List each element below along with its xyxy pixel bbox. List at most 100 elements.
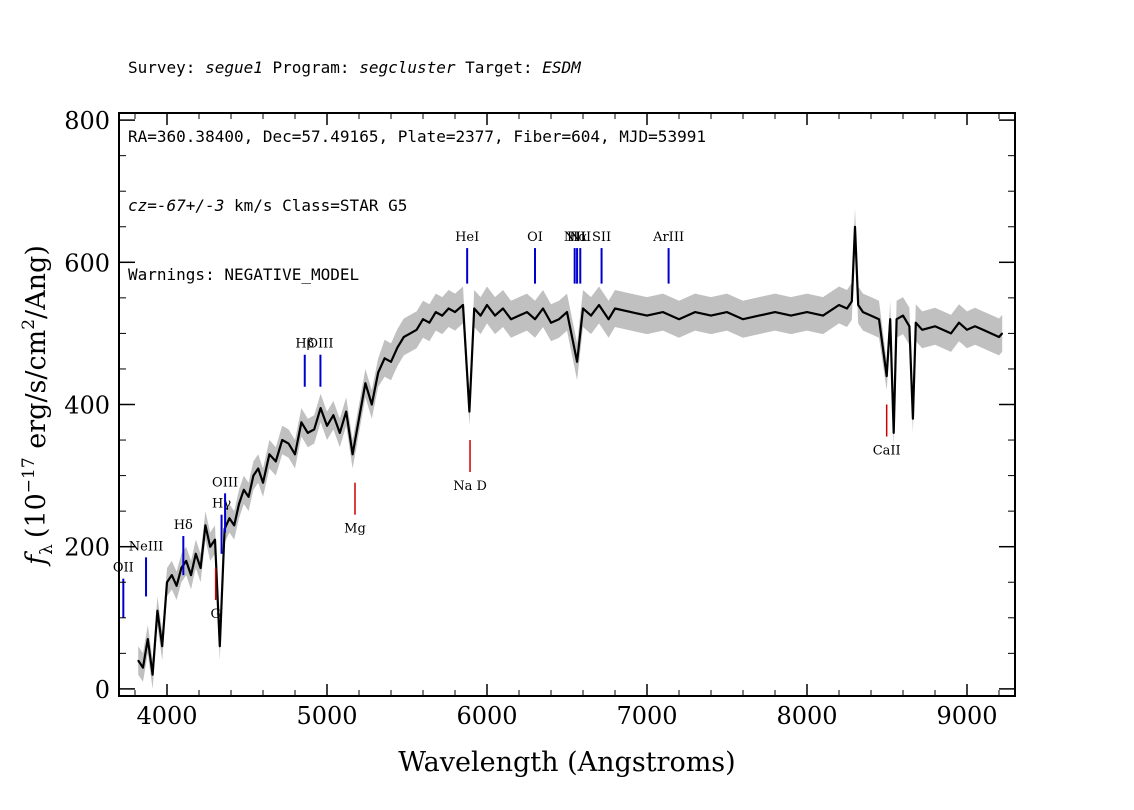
data-point	[377, 371, 380, 374]
data-point	[238, 503, 240, 505]
data-point	[510, 318, 512, 321]
data-point	[878, 318, 880, 321]
data-point	[694, 311, 696, 313]
spectrum-header: Survey: segue1 Program: segcluster Targe…	[128, 10, 706, 309]
data-point	[383, 357, 386, 360]
data-point	[726, 311, 728, 313]
data-point	[435, 311, 437, 313]
data-point	[409, 332, 412, 335]
emission-line-label: SII	[592, 230, 611, 245]
data-point	[166, 581, 168, 583]
header-line-3: cz=-67+/-3 km/s Class=STAR G5	[128, 196, 408, 215]
emission-line-label: OIII	[212, 475, 238, 490]
data-point	[915, 321, 917, 324]
survey-value: segue1	[205, 58, 263, 77]
data-point	[190, 574, 192, 576]
emission-line-label: Hα	[567, 230, 587, 245]
data-point	[185, 560, 187, 562]
data-point	[758, 314, 760, 317]
data-point	[468, 410, 471, 413]
data-point	[326, 425, 328, 427]
emission-line-label: Hβ	[295, 337, 314, 352]
emission-line-label: NII	[564, 230, 586, 245]
absorption-line-label: G	[210, 607, 220, 622]
data-point	[473, 307, 476, 310]
data-point	[526, 311, 528, 313]
data-point	[175, 585, 178, 587]
data-point	[518, 314, 520, 317]
data-point	[396, 346, 399, 349]
data-point	[889, 318, 891, 321]
data-point	[885, 375, 888, 377]
data-point	[990, 332, 992, 335]
data-point	[582, 307, 584, 310]
y-tick-label: 400	[64, 392, 110, 420]
data-point	[630, 311, 632, 313]
data-point	[590, 314, 592, 317]
data-point	[161, 645, 163, 647]
emission-line-label: Hγ	[212, 497, 231, 512]
data-point	[908, 325, 911, 328]
data-point	[895, 318, 898, 321]
data-point	[958, 321, 960, 324]
x-tick-label: 9000	[936, 702, 997, 730]
data-point	[294, 453, 296, 456]
emission-line-label: NeIII	[129, 539, 163, 554]
data-point	[247, 496, 250, 498]
data-point	[921, 329, 923, 331]
data-point	[550, 321, 552, 324]
data-point	[142, 666, 144, 669]
y-tick-label: 0	[95, 676, 110, 704]
emission-line-label: ArIII	[652, 230, 684, 245]
data-point	[934, 325, 936, 328]
data-point	[243, 489, 245, 491]
data-point	[275, 460, 277, 463]
data-point	[534, 318, 536, 321]
emission-line-label: OII	[113, 561, 134, 576]
data-point	[219, 645, 221, 647]
data-point	[598, 304, 600, 306]
data-point	[846, 307, 848, 310]
data-point	[710, 314, 712, 317]
data-point	[857, 304, 859, 306]
data-point	[371, 403, 373, 406]
data-point	[252, 474, 255, 477]
data-point	[790, 314, 792, 317]
y-tick-label: 800	[64, 107, 110, 135]
data-point	[912, 417, 914, 420]
error-band-layer	[138, 208, 1003, 689]
data-point	[233, 524, 235, 527]
data-point	[447, 307, 450, 310]
header-line-2: RA=360.38400, Dec=57.49165, Plate=2377, …	[128, 127, 706, 146]
absorption-line-label: Mg	[344, 522, 366, 537]
data-point	[171, 574, 173, 576]
data-point	[494, 314, 496, 317]
emission-line-label: OIII	[307, 337, 333, 352]
data-point	[902, 314, 904, 317]
data-point	[332, 414, 335, 417]
data-point	[502, 307, 504, 310]
program-value: segcluster	[359, 58, 456, 77]
data-point	[195, 553, 197, 555]
data-point	[614, 307, 616, 310]
data-point	[870, 314, 872, 317]
data-point	[462, 304, 464, 306]
data-point	[974, 325, 976, 328]
x-tick-label: 4000	[136, 702, 197, 730]
data-point	[742, 318, 744, 321]
data-point	[180, 567, 183, 569]
header-line-4: Warnings: NEGATIVE_MODEL	[128, 265, 360, 284]
x-tick-label: 6000	[456, 702, 517, 730]
data-point	[313, 428, 316, 431]
x-tick-label: 5000	[296, 702, 357, 730]
plot-frame	[118, 112, 1016, 697]
data-point	[950, 332, 952, 335]
data-point	[287, 442, 290, 445]
series-layer	[137, 225, 1004, 676]
data-point	[1001, 332, 1003, 335]
emission-line-label: NII	[569, 230, 591, 245]
data-point	[307, 432, 309, 434]
x-axis-title: Wavelength (Angstroms)	[398, 747, 735, 778]
y-tick-label: 600	[64, 249, 110, 277]
data-point	[892, 432, 895, 434]
